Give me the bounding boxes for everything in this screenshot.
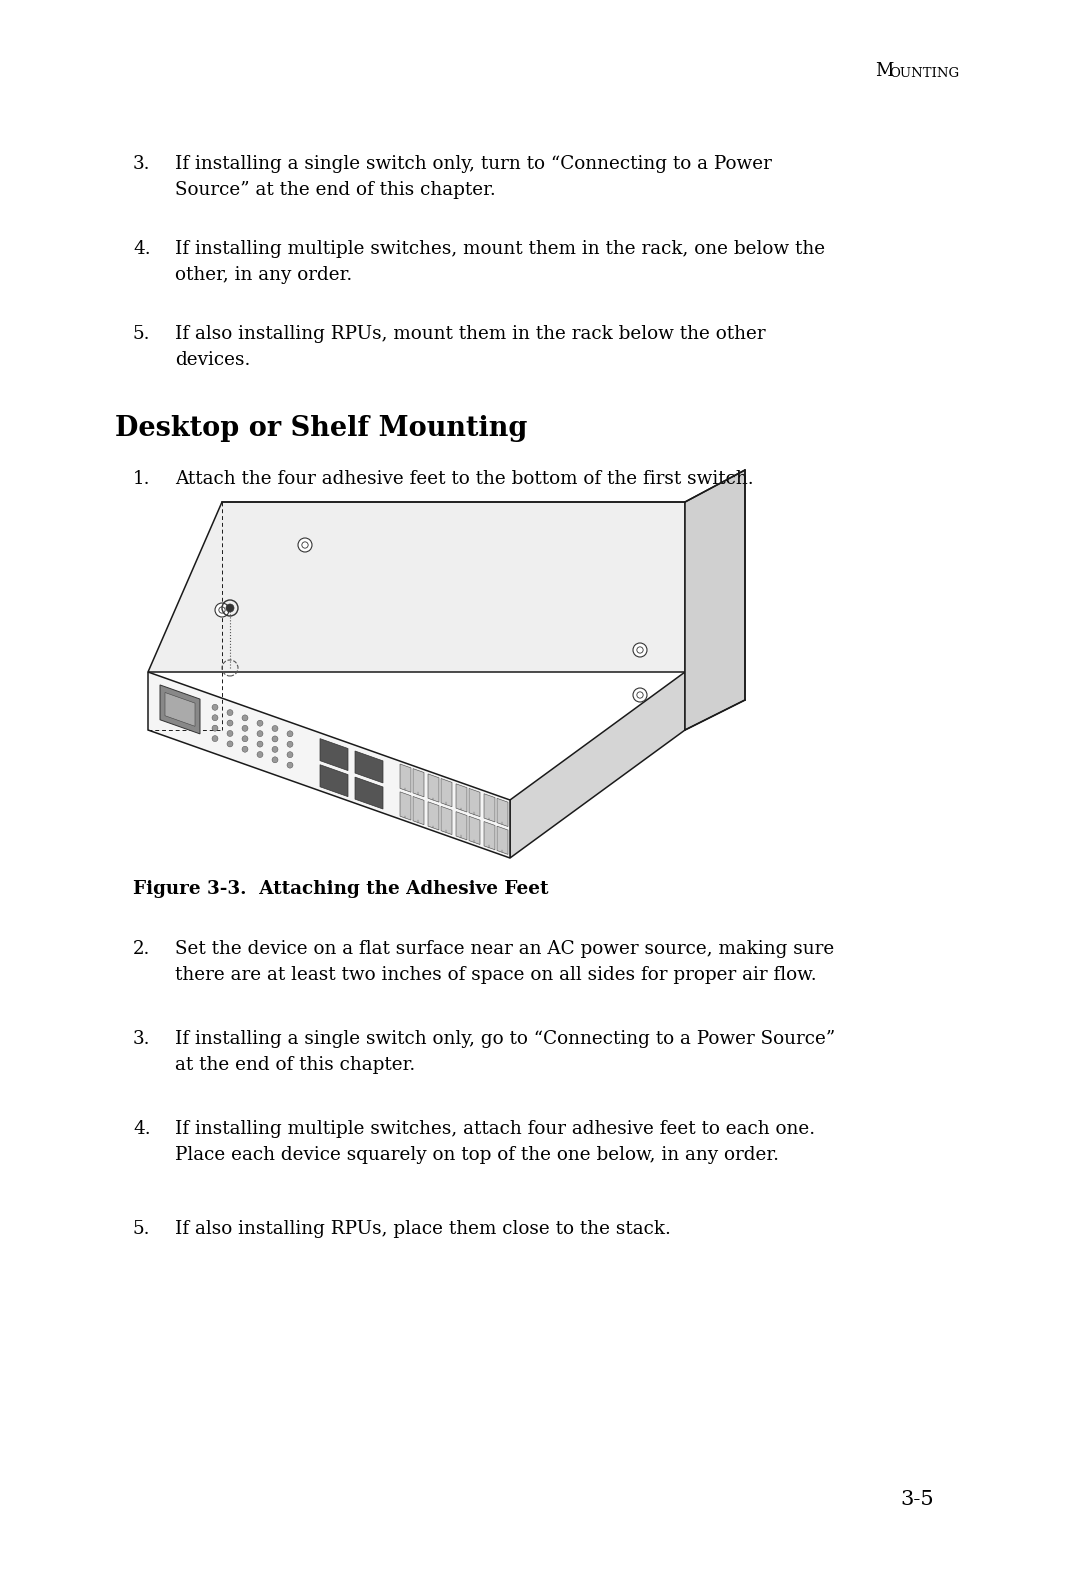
Circle shape <box>287 730 293 736</box>
Text: 1.: 1. <box>133 469 150 488</box>
Circle shape <box>212 714 218 721</box>
Text: If installing multiple switches, mount them in the rack, one below the
other, in: If installing multiple switches, mount t… <box>175 240 825 284</box>
Text: Set the device on a flat surface near an AC power source, making sure
there are : Set the device on a flat surface near an… <box>175 940 834 984</box>
Text: If installing a single switch only, turn to “Connecting to a Power
Source” at th: If installing a single switch only, turn… <box>175 155 772 199</box>
Circle shape <box>215 603 229 617</box>
Polygon shape <box>400 765 411 793</box>
Polygon shape <box>456 783 467 812</box>
Text: 4.: 4. <box>133 240 150 257</box>
Polygon shape <box>685 469 745 730</box>
Polygon shape <box>428 802 438 831</box>
Circle shape <box>287 752 293 758</box>
Polygon shape <box>441 779 453 807</box>
Circle shape <box>272 725 278 732</box>
Text: 2.: 2. <box>133 940 150 958</box>
Circle shape <box>298 539 312 553</box>
Circle shape <box>242 725 248 732</box>
Polygon shape <box>320 765 348 796</box>
Circle shape <box>212 725 218 732</box>
Circle shape <box>257 752 264 757</box>
Polygon shape <box>320 738 348 771</box>
Polygon shape <box>456 812 467 840</box>
Polygon shape <box>355 777 383 809</box>
Circle shape <box>212 736 218 741</box>
Polygon shape <box>497 798 508 826</box>
Text: 5.: 5. <box>133 1220 150 1239</box>
Polygon shape <box>484 794 495 823</box>
Text: Attach the four adhesive feet to the bottom of the first switch.: Attach the four adhesive feet to the bot… <box>175 469 754 488</box>
Text: 3.: 3. <box>133 1030 150 1049</box>
Circle shape <box>242 736 248 741</box>
Circle shape <box>257 730 264 736</box>
Circle shape <box>287 761 293 768</box>
Text: If also installing RPUs, place them close to the stack.: If also installing RPUs, place them clos… <box>175 1220 671 1239</box>
Circle shape <box>212 705 218 710</box>
Text: Figure 3-3.  Attaching the Adhesive Feet: Figure 3-3. Attaching the Adhesive Feet <box>133 881 549 898</box>
Polygon shape <box>484 821 495 849</box>
Text: 5.: 5. <box>133 325 150 342</box>
Circle shape <box>272 736 278 743</box>
Circle shape <box>633 688 647 702</box>
Polygon shape <box>355 750 383 783</box>
Polygon shape <box>165 692 195 727</box>
Text: 3-5: 3-5 <box>900 1490 933 1509</box>
Text: 3.: 3. <box>133 155 150 173</box>
Text: Desktop or Shelf Mounting: Desktop or Shelf Mounting <box>114 414 527 443</box>
Circle shape <box>227 710 233 716</box>
Polygon shape <box>428 774 438 802</box>
Circle shape <box>257 721 264 727</box>
Circle shape <box>242 746 248 752</box>
Polygon shape <box>160 685 200 733</box>
Text: M: M <box>875 61 893 80</box>
Polygon shape <box>469 788 480 816</box>
Polygon shape <box>148 672 510 857</box>
Text: If installing a single switch only, go to “Connecting to a Power Source”
at the : If installing a single switch only, go t… <box>175 1030 835 1074</box>
Circle shape <box>287 741 293 747</box>
Circle shape <box>272 757 278 763</box>
Circle shape <box>257 741 264 747</box>
Text: If also installing RPUs, mount them in the rack below the other
devices.: If also installing RPUs, mount them in t… <box>175 325 766 369</box>
Polygon shape <box>469 816 480 845</box>
Polygon shape <box>413 796 424 824</box>
Circle shape <box>226 604 234 612</box>
Circle shape <box>227 721 233 725</box>
Polygon shape <box>497 826 508 854</box>
Polygon shape <box>441 807 453 835</box>
Circle shape <box>272 746 278 752</box>
Text: 4.: 4. <box>133 1119 150 1138</box>
Text: If installing multiple switches, attach four adhesive feet to each one.
Place ea: If installing multiple switches, attach … <box>175 1119 815 1165</box>
Circle shape <box>227 741 233 747</box>
Polygon shape <box>400 791 411 820</box>
Polygon shape <box>413 769 424 798</box>
Polygon shape <box>510 672 685 857</box>
Circle shape <box>242 714 248 721</box>
Text: OUNTING: OUNTING <box>889 68 959 80</box>
Polygon shape <box>148 502 685 672</box>
Circle shape <box>633 644 647 656</box>
Circle shape <box>227 730 233 736</box>
